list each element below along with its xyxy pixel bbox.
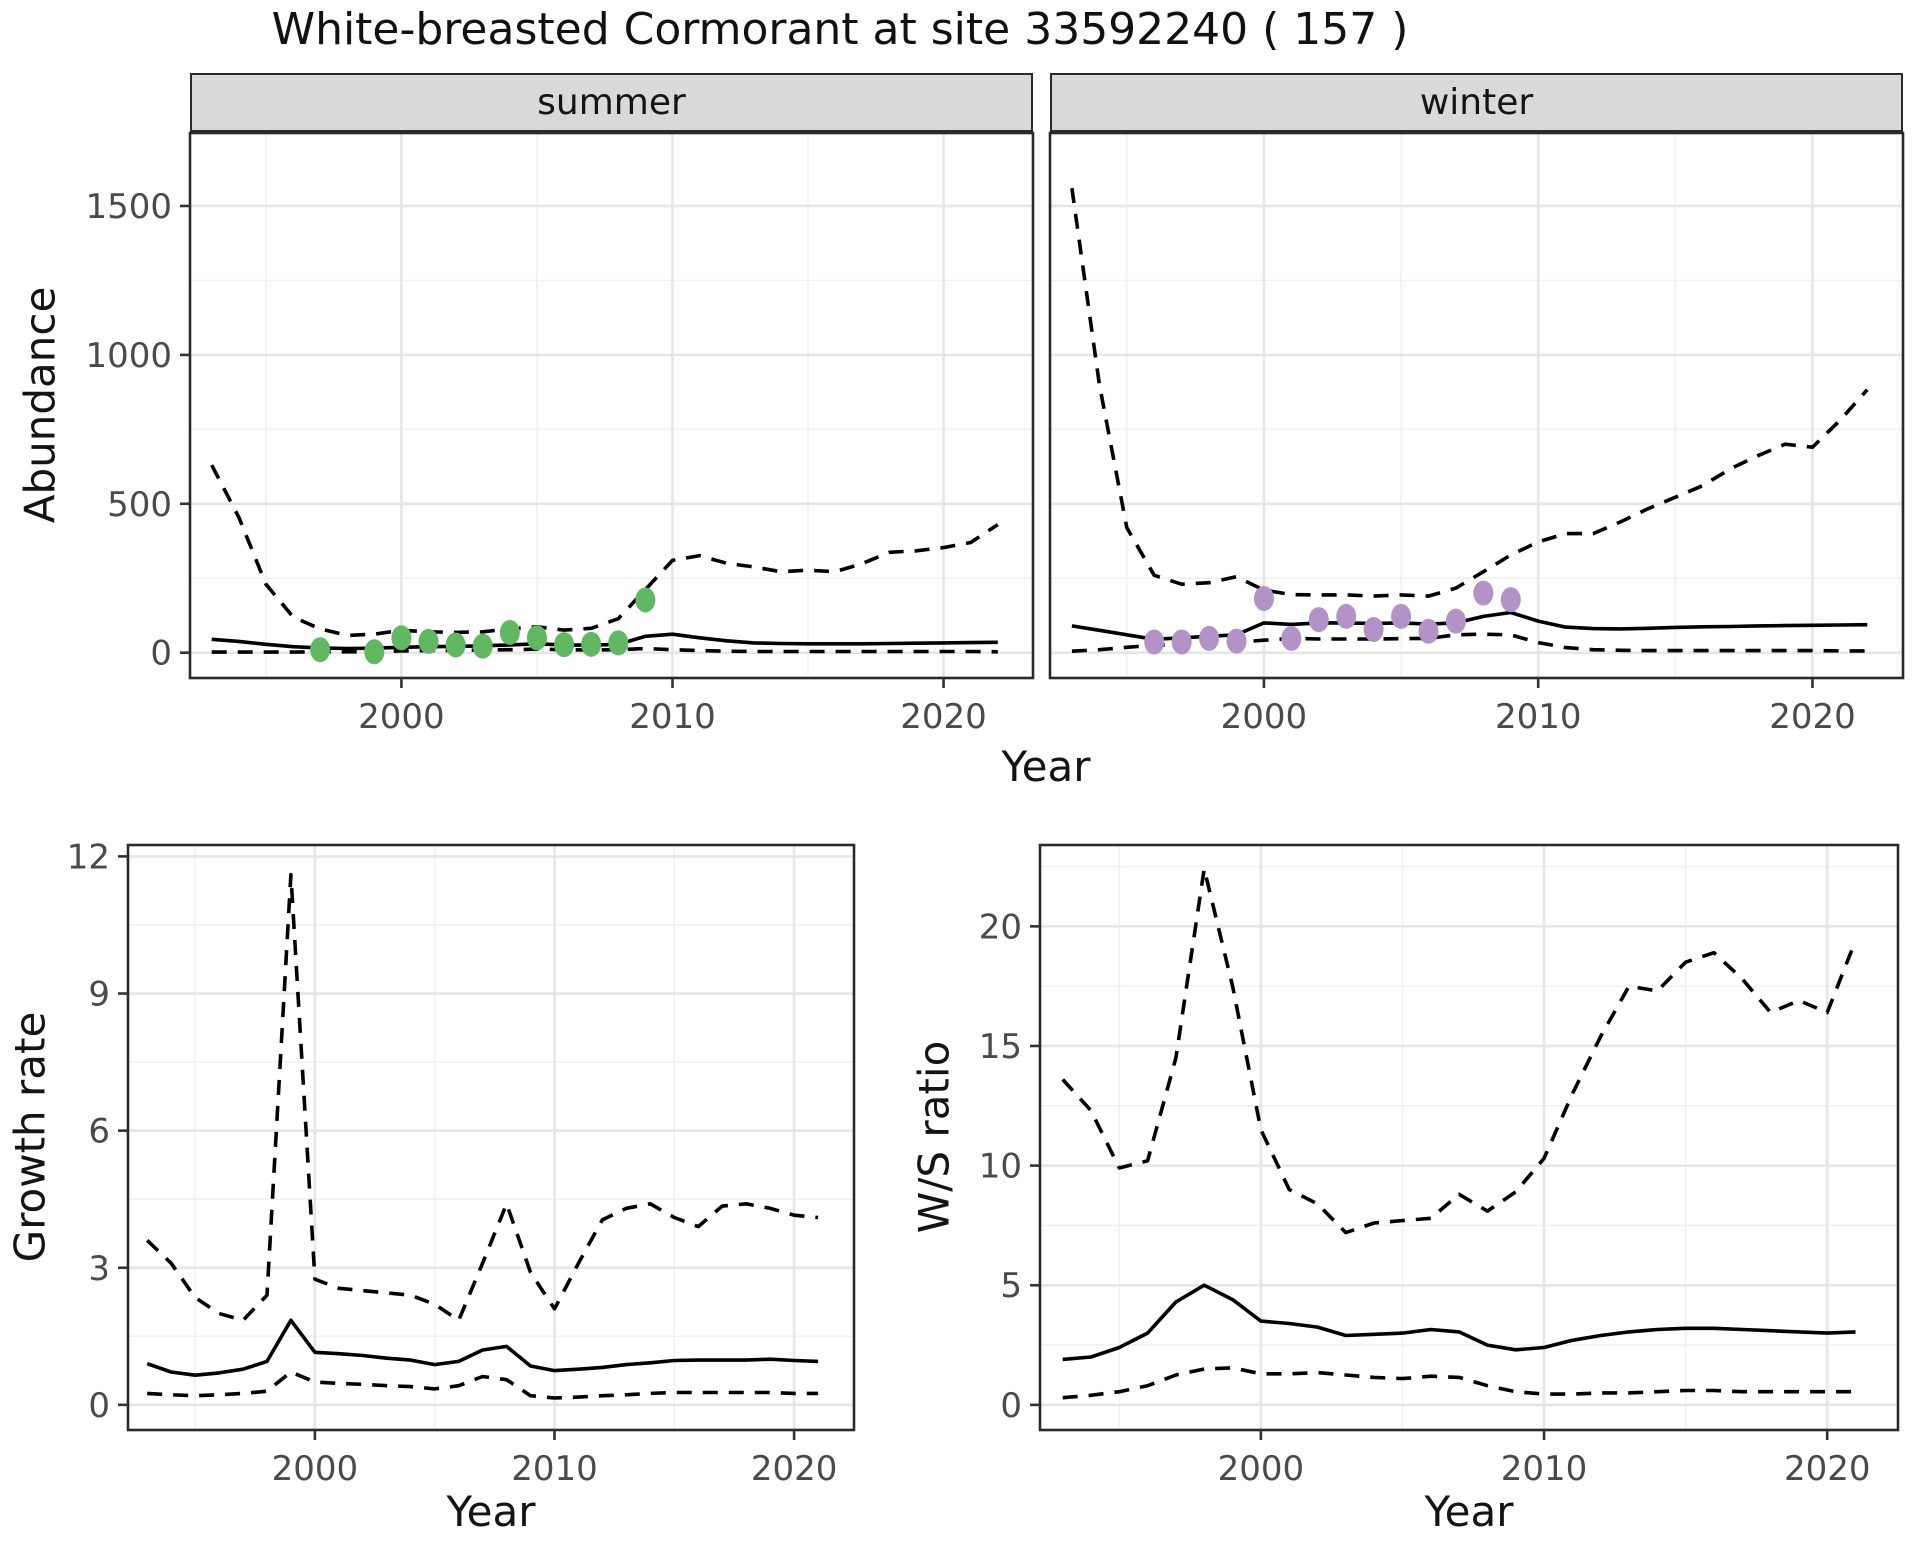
svg-text:1500: 1500	[85, 187, 172, 227]
growth-rate-axis-title: Growth rate	[5, 1011, 55, 1263]
ws-ratio-panel: 2000 2010 2020 0 5 10 15 20	[979, 843, 1900, 1489]
winter-abundance-panel: 2000 2010 2020	[1048, 131, 1905, 737]
svg-text:2020: 2020	[751, 1449, 838, 1489]
svg-text:9: 9	[88, 975, 110, 1015]
svg-text:0: 0	[1000, 1386, 1022, 1426]
svg-text:2000: 2000	[272, 1449, 359, 1489]
svg-text:2000: 2000	[358, 697, 445, 737]
year-axis-title-bottom-right: Year	[1424, 1487, 1514, 1536]
facet-strip-summer: summer	[190, 73, 1033, 132]
svg-text:15: 15	[979, 1027, 1022, 1067]
ws-ratio-axis-title: W/S ratio	[909, 1040, 959, 1234]
year-axis-title-bottom-left: Year	[446, 1487, 536, 1536]
svg-text:2010: 2010	[1501, 1449, 1588, 1489]
growth-rate-panel: 2000 2010 2020 0 3 6 9 12	[67, 837, 856, 1489]
svg-text:2010: 2010	[1495, 697, 1582, 737]
svg-text:12: 12	[67, 837, 110, 877]
svg-text:2020: 2020	[1769, 697, 1856, 737]
year-axis-title-top: Year	[1001, 742, 1091, 791]
svg-text:2010: 2010	[629, 697, 716, 737]
svg-text:20: 20	[979, 907, 1022, 947]
figure-title: White-breasted Cormorant at site 3359224…	[271, 4, 1409, 55]
svg-text:500: 500	[107, 485, 172, 525]
svg-text:6: 6	[88, 1112, 110, 1152]
abundance-axis-title: Abundance	[15, 286, 65, 524]
svg-text:2020: 2020	[900, 697, 987, 737]
svg-text:1000: 1000	[85, 336, 172, 376]
svg-text:2020: 2020	[1784, 1449, 1871, 1489]
svg-text:2000: 2000	[1221, 697, 1308, 737]
svg-text:0: 0	[88, 1386, 110, 1426]
svg-text:3: 3	[88, 1249, 110, 1289]
svg-text:0: 0	[150, 634, 172, 674]
summer-abundance-panel: 2000 2010 2020 0 500 1000 1500	[85, 131, 1035, 737]
svg-text:2000: 2000	[1218, 1449, 1305, 1489]
svg-text:10: 10	[979, 1147, 1022, 1187]
svg-text:2010: 2010	[511, 1449, 598, 1489]
svg-text:5: 5	[1000, 1266, 1022, 1306]
facet-strip-winter: winter	[1050, 73, 1903, 132]
